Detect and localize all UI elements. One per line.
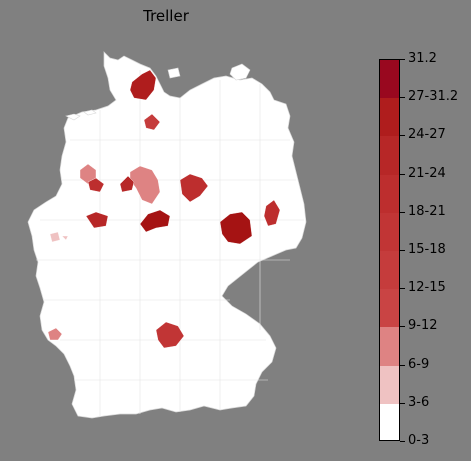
region-north-coast[interactable]: [129, 69, 157, 101]
legend-tick: [400, 441, 405, 442]
legend-label: 9-12: [408, 318, 438, 334]
legend-label: 24-27: [408, 127, 446, 143]
legend-swatch: [380, 136, 399, 175]
region-east-large[interactable]: [219, 211, 253, 245]
legend-swatch: [380, 327, 399, 366]
region-west-small[interactable]: [87, 177, 105, 193]
legend-swatch: [380, 365, 399, 404]
legend-label: 0-3: [408, 433, 430, 448]
legend-label: 6-9: [408, 356, 430, 372]
legend-swatch: [380, 98, 399, 137]
legend-tick: [400, 402, 405, 404]
legend-colorbar: [379, 59, 400, 441]
legend-tick: [400, 135, 405, 137]
legend-swatch: [380, 251, 399, 290]
region-central-small[interactable]: [119, 175, 135, 193]
legend-tick: [400, 288, 405, 290]
legend-label: 27-31.2: [408, 89, 459, 105]
legend-label: 12-15: [408, 280, 446, 296]
region-north-interior[interactable]: [143, 113, 161, 131]
choropleth-map: [27, 51, 307, 419]
region-west-dot[interactable]: [49, 231, 69, 243]
legend-label: 18-21: [408, 203, 446, 219]
legend-swatch: [380, 289, 399, 328]
region-layer: [47, 69, 281, 349]
legend-label: 31.2: [408, 51, 437, 66]
region-central-east-a[interactable]: [179, 173, 209, 203]
district-lines: [36, 70, 304, 416]
legend-tick: [400, 173, 405, 175]
region-west-mid[interactable]: [85, 211, 109, 229]
legend-swatch: [380, 174, 399, 213]
legend-label: 3-6: [408, 394, 430, 410]
region-central[interactable]: [139, 209, 171, 233]
legend-tick: [400, 211, 405, 213]
legend-tick: [400, 250, 405, 251]
legend-tick: [400, 97, 405, 99]
region-east-edge[interactable]: [263, 199, 281, 227]
map-title: Treller: [143, 7, 189, 25]
region-south[interactable]: [155, 321, 185, 349]
legend-swatch: [380, 212, 399, 251]
legend-label: 15-18: [408, 242, 446, 257]
germany-outline: [27, 51, 307, 419]
island-fehmarn: [167, 67, 181, 79]
legend-label: 21-24: [408, 165, 446, 181]
legend-tick: [400, 59, 405, 60]
north-sea-islands: [65, 109, 97, 121]
island-rugen: [229, 63, 251, 81]
legend-swatch: [380, 403, 399, 440]
region-southwest[interactable]: [47, 327, 63, 341]
legend-tick: [400, 326, 405, 328]
legend-swatch: [380, 60, 399, 99]
legend-tick: [400, 364, 405, 366]
